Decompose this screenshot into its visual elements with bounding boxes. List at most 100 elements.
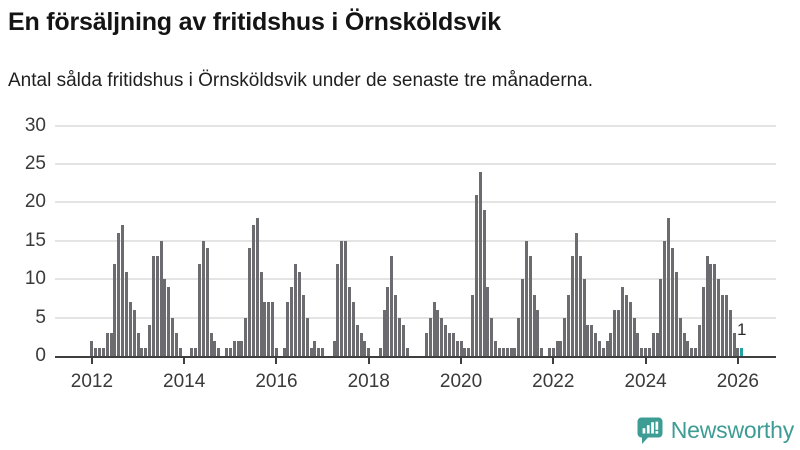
bar [613, 309, 617, 356]
gridline [55, 316, 776, 319]
gridline [55, 163, 776, 165]
bar [178, 348, 182, 356]
bar [705, 256, 709, 356]
bar [98, 348, 102, 356]
bar [709, 263, 713, 356]
bar [486, 286, 490, 356]
bar [201, 240, 205, 356]
bar [240, 340, 244, 356]
x-axis-tick-label: 2012 [70, 371, 114, 392]
y-axis-tick-label: 20 [24, 191, 46, 213]
bar [355, 325, 359, 356]
bar [378, 348, 382, 356]
bar [594, 332, 598, 356]
bar [263, 302, 267, 356]
bar [736, 348, 740, 356]
bar [367, 348, 371, 356]
bar [248, 248, 252, 356]
bar [624, 294, 628, 356]
bar [313, 340, 317, 356]
x-axis-tick [275, 358, 278, 364]
bar [628, 302, 632, 356]
bar [286, 302, 290, 356]
bar [194, 348, 198, 356]
bar [701, 286, 705, 356]
bar [236, 340, 240, 356]
bar [340, 240, 344, 356]
bar [382, 309, 386, 356]
bar [386, 286, 390, 356]
bar [509, 348, 513, 356]
bar [213, 340, 217, 356]
bar [151, 256, 155, 356]
bar [682, 332, 686, 356]
bar [394, 294, 398, 356]
y-axis-tick-label: 0 [35, 345, 46, 366]
bar [140, 348, 144, 356]
bar [190, 348, 194, 356]
bar [344, 240, 348, 356]
bar [655, 332, 659, 356]
bar [428, 317, 432, 356]
x-axis-tick-label: 2016 [255, 371, 298, 392]
newsworthy-wordmark: Newsworthy [670, 416, 794, 443]
bar [455, 340, 459, 356]
bar [444, 325, 448, 356]
bar [363, 340, 367, 356]
bar [728, 309, 732, 356]
bar [686, 340, 690, 356]
bar [474, 194, 478, 356]
bar [159, 240, 163, 356]
bar [163, 279, 167, 356]
bar [447, 332, 451, 356]
bar [586, 325, 590, 356]
bar [513, 348, 517, 356]
bar [567, 294, 571, 356]
y-axis-tick-label: 10 [24, 268, 46, 290]
page-subtitle: Antal sålda fritidshus i Örnsköldsvik un… [8, 70, 594, 91]
gridline [55, 278, 776, 281]
bar [198, 263, 202, 356]
bar [724, 294, 728, 356]
bar [478, 171, 482, 356]
bar [105, 332, 109, 356]
bar [597, 340, 601, 356]
bar [670, 248, 674, 356]
highlighted-bar [740, 348, 744, 356]
x-axis-tick-label: 2020 [439, 371, 483, 392]
bar [305, 317, 309, 356]
bar [528, 256, 532, 356]
bar [559, 340, 563, 356]
bar [301, 294, 305, 356]
bar [536, 309, 540, 356]
bar [298, 271, 302, 356]
x-axis-tick-label: 2024 [624, 371, 667, 392]
bar [497, 348, 501, 356]
bar [713, 263, 717, 356]
bar [144, 348, 148, 356]
bar [351, 302, 355, 356]
bar-chart-bubble-icon [636, 416, 664, 444]
bar [432, 302, 436, 356]
bar [505, 348, 509, 356]
bar [490, 317, 494, 356]
bar [125, 271, 128, 356]
bar [482, 210, 486, 356]
bar [663, 240, 667, 356]
bar [171, 317, 175, 356]
bar [121, 225, 125, 356]
bar [174, 332, 178, 356]
bar [94, 348, 98, 356]
x-axis-tick [460, 358, 463, 364]
bar [155, 256, 159, 356]
bar [401, 325, 405, 356]
y-axis-tick-label: 30 [24, 114, 46, 136]
bar [244, 317, 248, 356]
bar [697, 325, 701, 356]
bar [359, 332, 363, 356]
bar [494, 340, 498, 356]
bar [651, 332, 655, 356]
x-axis-tick [736, 358, 739, 364]
bar [717, 279, 721, 356]
